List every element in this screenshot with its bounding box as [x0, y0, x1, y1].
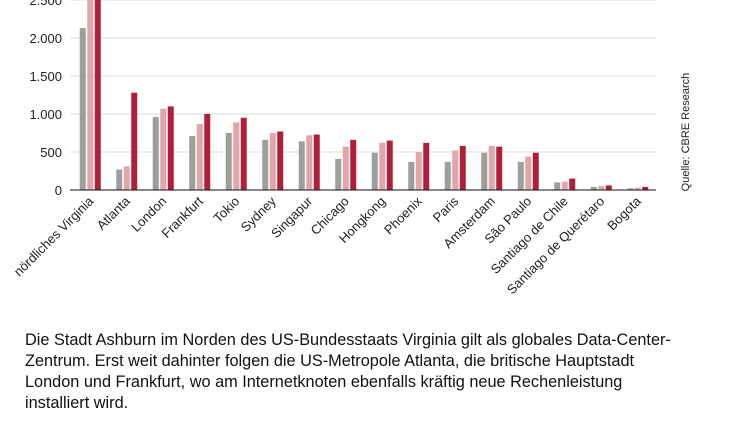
x-tick-label: Phoenix [381, 193, 425, 237]
bar [79, 28, 86, 191]
bar [496, 146, 503, 190]
bar [379, 142, 386, 190]
bar [444, 161, 451, 190]
bar [342, 146, 349, 190]
bar [408, 161, 415, 190]
y-tick-label: 2.000 [29, 31, 62, 46]
bar [423, 142, 430, 190]
bar [123, 166, 130, 190]
bar [306, 135, 313, 190]
bar [152, 117, 159, 190]
bar [167, 106, 174, 190]
bar [598, 186, 605, 190]
bar [240, 117, 247, 190]
x-tick-label: Atlanta [94, 193, 134, 233]
bar [196, 123, 203, 190]
x-tick-label: Paris [430, 193, 462, 225]
bar [481, 152, 488, 190]
bar [277, 131, 284, 190]
bar [642, 186, 649, 190]
bar [335, 158, 342, 190]
source: Quelle: CBRE Research [680, 73, 692, 192]
bar [532, 152, 539, 190]
bar [605, 185, 612, 190]
x-tick-label: Singapur [268, 193, 316, 241]
bar [233, 122, 240, 190]
bar [131, 92, 138, 190]
bar [371, 152, 378, 190]
bar [517, 161, 524, 190]
bar [634, 187, 641, 190]
bar [488, 145, 495, 190]
bar [160, 108, 167, 190]
bar [590, 186, 597, 190]
x-tick-label: Tokio [210, 194, 242, 226]
bar [313, 134, 320, 190]
bar [204, 114, 211, 190]
bar [554, 182, 561, 190]
bar [94, 0, 101, 190]
y-tick-label: 1.500 [29, 69, 62, 84]
bar [459, 145, 466, 190]
bar [415, 152, 422, 190]
bar [452, 150, 459, 190]
bar [87, 0, 94, 191]
chart: Quelle: CBRE Research 0 500 1.000 1.500 2.00… [11, 0, 692, 297]
bar [525, 156, 532, 190]
bar [298, 141, 305, 190]
bar [627, 188, 634, 190]
bar [225, 133, 232, 190]
y-tick-label: 0 [55, 183, 62, 198]
bar [386, 140, 393, 190]
y-tick-label: 2.500 [29, 0, 62, 8]
bar [269, 133, 276, 190]
bar [350, 139, 357, 190]
x-tick-label: nördliches Virginia [11, 193, 97, 279]
bar [116, 169, 123, 190]
caption: Die Stadt Ashburn im Norden des US-Bunde… [25, 331, 671, 412]
bar [561, 181, 568, 190]
bar [569, 178, 576, 190]
x-tick-label: Bogota [604, 193, 644, 233]
bar [189, 136, 196, 190]
y-tick-label: 500 [40, 145, 62, 160]
y-tick-label: 1.000 [29, 107, 62, 122]
bar [262, 139, 269, 190]
